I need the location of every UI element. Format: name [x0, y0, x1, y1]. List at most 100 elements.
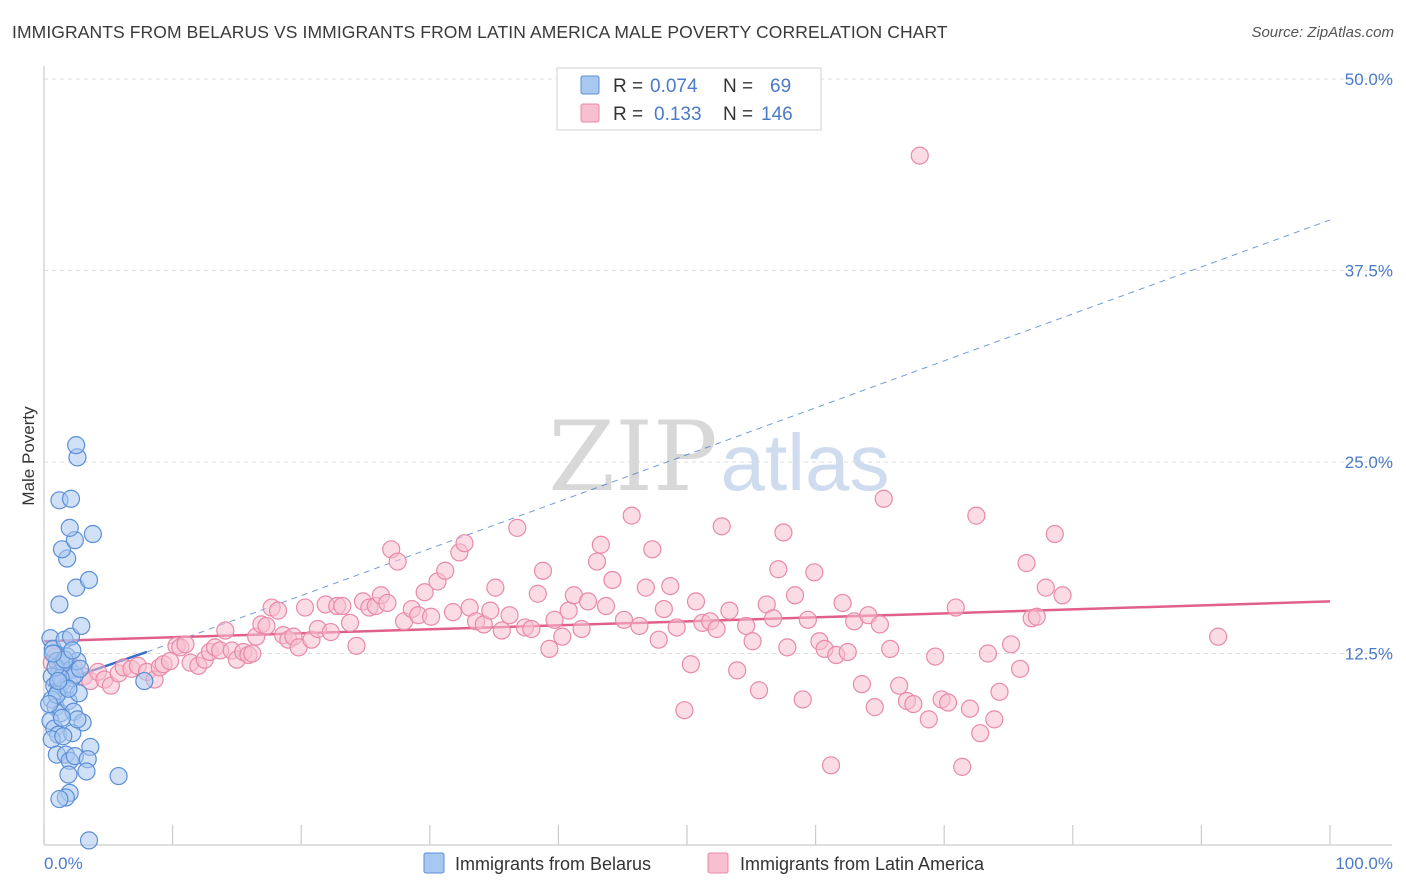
latin-america-point — [630, 616, 649, 636]
belarus-point — [52, 540, 72, 559]
latin-america-point — [720, 601, 739, 620]
belarus-point — [61, 489, 81, 508]
belarus-point — [72, 616, 91, 636]
stats-r-value-2: 0.133 — [654, 104, 702, 125]
latin-america-point — [926, 647, 945, 666]
latin-america-point — [769, 560, 788, 579]
y-tick-label: 12.5% — [1345, 645, 1393, 664]
latin-america-point — [443, 603, 463, 622]
latin-america-point — [852, 675, 871, 694]
belarus-point — [79, 570, 99, 590]
latin-america-point — [821, 756, 841, 775]
latin-america-point — [614, 610, 634, 629]
latin-america-point — [268, 601, 288, 620]
latin-america-point — [953, 757, 972, 776]
latin-america-point — [1017, 554, 1036, 573]
latin-america-point — [1045, 524, 1064, 544]
latin-america-point — [295, 598, 315, 617]
stats-box: R = 0.074 N = 69 R = 0.133 N = 146 — [556, 67, 822, 131]
latin-america-point — [415, 583, 434, 602]
latin-america-point — [778, 638, 797, 657]
belarus-point — [79, 831, 99, 850]
latin-america-point — [492, 621, 511, 640]
latin-america-point — [587, 552, 607, 571]
latin-america-point — [347, 636, 366, 655]
latin-america-point — [661, 576, 680, 596]
latin-america-point — [838, 642, 857, 662]
legend-swatch-belarus — [423, 852, 445, 874]
latin-america-point — [436, 561, 455, 580]
latin-america-point — [160, 652, 180, 671]
latin-america-point — [1027, 607, 1046, 626]
latin-america-point — [737, 616, 756, 636]
belarus-point — [59, 765, 78, 784]
latin-america-point — [216, 621, 235, 640]
latin-america-point — [636, 578, 655, 597]
latin-america-point — [622, 506, 641, 525]
stats-n-label-1: N = — [723, 76, 753, 97]
chart-title: IMMIGRANTS FROM BELARUS VS IMMIGRANTS FR… — [12, 22, 948, 42]
latin-america-point — [572, 619, 591, 639]
y-tick-label: 25.0% — [1345, 453, 1393, 472]
latin-america-point — [667, 618, 686, 637]
latin-america-point — [675, 701, 694, 720]
stats-r-label-2: R = — [613, 104, 643, 125]
latin-america-point — [743, 632, 762, 651]
latin-america-point — [243, 644, 262, 663]
belarus-point — [52, 708, 72, 727]
latin-america-point — [910, 146, 929, 165]
latin-america-point — [500, 606, 519, 625]
gridlines — [44, 78, 1392, 654]
latin-america-point — [946, 598, 965, 617]
stats-n-value-1: 69 — [770, 76, 791, 97]
belarus-point — [83, 524, 102, 544]
latin-america-point — [793, 690, 812, 709]
belarus-point — [54, 727, 73, 746]
source-label: Source: ZipAtlas.com — [1251, 24, 1394, 41]
y-tick-label: 37.5% — [1345, 262, 1393, 281]
y-tick-label: 50.0% — [1345, 70, 1393, 89]
latin-america-point — [533, 561, 553, 580]
latin-america-point — [874, 489, 893, 508]
latin-america-point — [785, 586, 805, 605]
latin-america-point — [774, 523, 793, 542]
latin-america-point — [870, 615, 890, 634]
latin-america-point — [643, 540, 662, 559]
latin-america-point — [553, 627, 572, 646]
latin-america-point — [508, 518, 527, 537]
tick-labels: 12.5% 25.0% 37.5% 50.0% 0.0% 100.0% — [44, 70, 1393, 873]
latin-america-point — [681, 655, 700, 674]
axes — [43, 66, 1392, 846]
belarus-point — [70, 659, 90, 678]
latin-america-point — [1001, 635, 1021, 654]
latin-america-point — [938, 693, 958, 712]
latin-america-point — [985, 710, 1004, 729]
latin-america-point — [1010, 659, 1030, 678]
latin-america-point — [522, 619, 541, 639]
latin-america-point — [596, 596, 616, 616]
latin-america-point — [591, 535, 610, 554]
stats-n-value-2: 146 — [761, 104, 793, 125]
latin-america-point — [421, 607, 441, 626]
belarus-point — [109, 766, 128, 786]
latin-america-point — [865, 698, 884, 717]
latin-america-point — [333, 596, 352, 616]
belarus-point — [40, 694, 59, 714]
latin-america-point — [904, 694, 923, 714]
latin-america-point — [833, 593, 852, 613]
latin-america-point — [764, 609, 783, 628]
latin-america-point — [707, 619, 726, 639]
latin-america-point — [378, 593, 397, 613]
legend: Immigrants from Belarus Immigrants from … — [423, 852, 985, 874]
belarus-point — [63, 641, 82, 660]
belarus-point — [50, 789, 69, 809]
latin-america-point — [559, 601, 578, 620]
stats-r-label-1: R = — [613, 76, 643, 97]
latin-america-point — [890, 676, 909, 695]
latin-america-point — [712, 517, 731, 536]
stats-n-label-2: N = — [723, 104, 753, 125]
latin-america-point — [971, 724, 990, 743]
latin-america-point — [528, 584, 547, 603]
x-tick-label: 100.0% — [1335, 854, 1393, 873]
